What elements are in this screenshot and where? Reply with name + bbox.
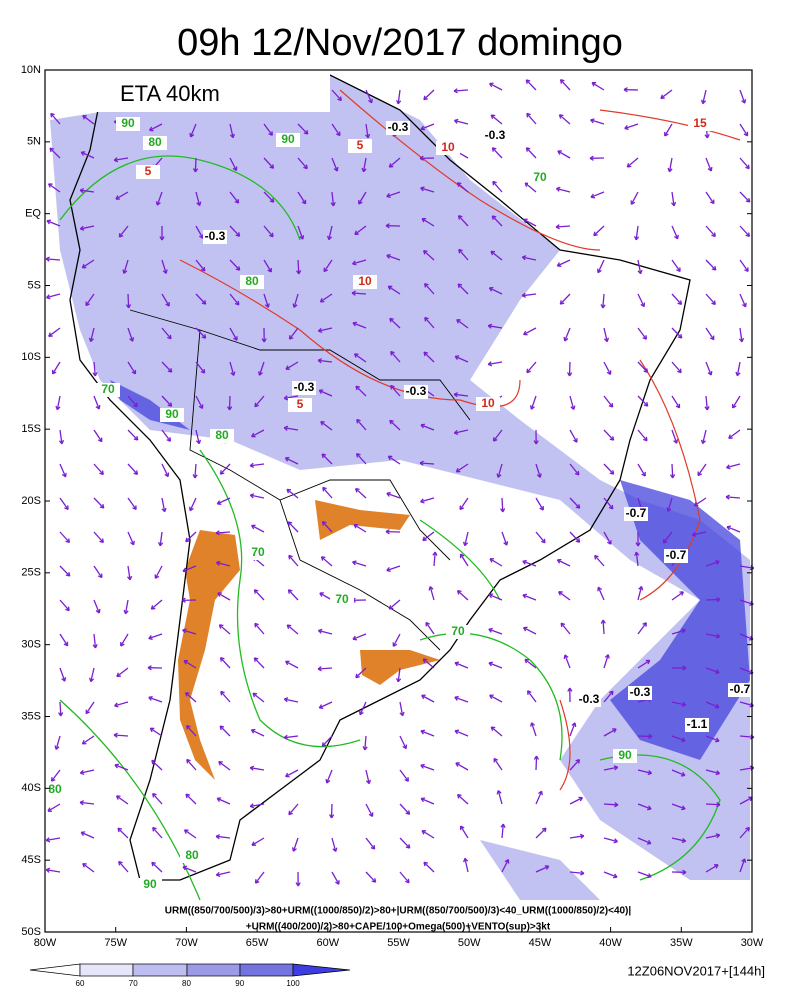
wind-arrow — [195, 158, 196, 172]
contour-label: 80 — [148, 135, 162, 149]
contour-label: 5 — [297, 397, 304, 411]
contour-label: 5 — [145, 164, 152, 178]
footer: 12Z06NOV2017+[144h] — [627, 963, 765, 978]
lat-label: EQ — [25, 208, 41, 220]
lat-label: 35S — [21, 710, 41, 722]
lat-label: 45S — [21, 854, 41, 866]
lat-label: 25S — [21, 567, 41, 579]
contour-label: 90 — [618, 748, 632, 762]
contour-label: -0.3 — [485, 128, 506, 142]
colorbar-label: 100 — [286, 979, 300, 988]
formula-line: URM((850/700/500)/3)>80+URM((1000/850)/2… — [165, 906, 632, 917]
contour-label: 90 — [121, 116, 135, 130]
contour-label: -0.7 — [730, 682, 751, 696]
lat-label: 20S — [21, 495, 41, 507]
lat-label: 5S — [28, 279, 41, 291]
contour-label: -0.7 — [666, 548, 687, 562]
colorbar-label: 70 — [129, 979, 138, 988]
contour-label: 80 — [185, 848, 199, 862]
lon-label: 50W — [458, 937, 481, 949]
contour-label: 90 — [281, 132, 295, 146]
lon-label: 75W — [104, 937, 127, 949]
colorbar-label: 80 — [182, 979, 191, 988]
lat-label: 10S — [21, 351, 41, 363]
contour-label: 90 — [143, 877, 157, 891]
contour-label: 70 — [451, 624, 465, 638]
lon-label: 70W — [175, 937, 198, 949]
title: 09h 12/Nov/2017 domingo — [177, 22, 623, 64]
contour-label: 80 — [48, 782, 62, 796]
colorbar-box — [240, 964, 293, 976]
contour-label: 70 — [251, 545, 265, 559]
contour-label: -0.3 — [205, 229, 226, 243]
contour-label: 10 — [358, 274, 372, 288]
contour-label: 70 — [533, 170, 547, 184]
colorbar-box — [80, 964, 133, 976]
contour-label: -0.3 — [388, 120, 409, 134]
lat-label: 30S — [21, 639, 41, 651]
lat-label: 5N — [27, 136, 41, 148]
contour-label: 80 — [215, 428, 229, 442]
contour-label: -1.1 — [687, 717, 708, 731]
contour-label: 70 — [335, 592, 349, 606]
contour-label: -0.3 — [579, 692, 600, 706]
contour-label: -0.3 — [406, 384, 427, 398]
colorbar-box — [187, 964, 240, 976]
model-label: ETA 40km — [120, 81, 220, 106]
lon-label: 45W — [529, 937, 552, 949]
lon-label: 40W — [599, 937, 622, 949]
lon-label: 30W — [741, 937, 764, 949]
lon-label: 80W — [34, 937, 57, 949]
contour-label: 80 — [245, 274, 259, 288]
contour-label: -0.3 — [294, 380, 315, 394]
lon-label: 35W — [670, 937, 693, 949]
contour-label: 10 — [441, 140, 455, 154]
contour-label: 5 — [357, 138, 364, 152]
lon-label: 55W — [387, 937, 410, 949]
contour-label: -0.7 — [626, 506, 647, 520]
contour-label: 90 — [165, 407, 179, 421]
wind-arrow — [536, 756, 537, 770]
lat-label: 15S — [21, 423, 41, 435]
contour-label: 10 — [481, 396, 495, 410]
lon-label: 65W — [246, 937, 269, 949]
lon-label: 60W — [316, 937, 339, 949]
colorbar-label: 60 — [76, 979, 85, 988]
colorbar-box — [133, 964, 187, 976]
lat-label: 10N — [21, 64, 41, 76]
map: 90 80 90 5 -0.3 -0.3 10 15 5 70 80 10 -0.3 -0.3 10 -0.3… — [43, 70, 754, 933]
contour-label: 70 — [101, 382, 115, 396]
lat-label: 40S — [21, 782, 41, 794]
wind-arrow — [672, 464, 673, 478]
wind-arrow — [128, 294, 129, 308]
wind-arrow — [706, 599, 720, 600]
contour-label: -0.3 — [630, 685, 651, 699]
colorbar-label: 90 — [235, 979, 244, 988]
contour-label: 15 — [693, 116, 707, 130]
